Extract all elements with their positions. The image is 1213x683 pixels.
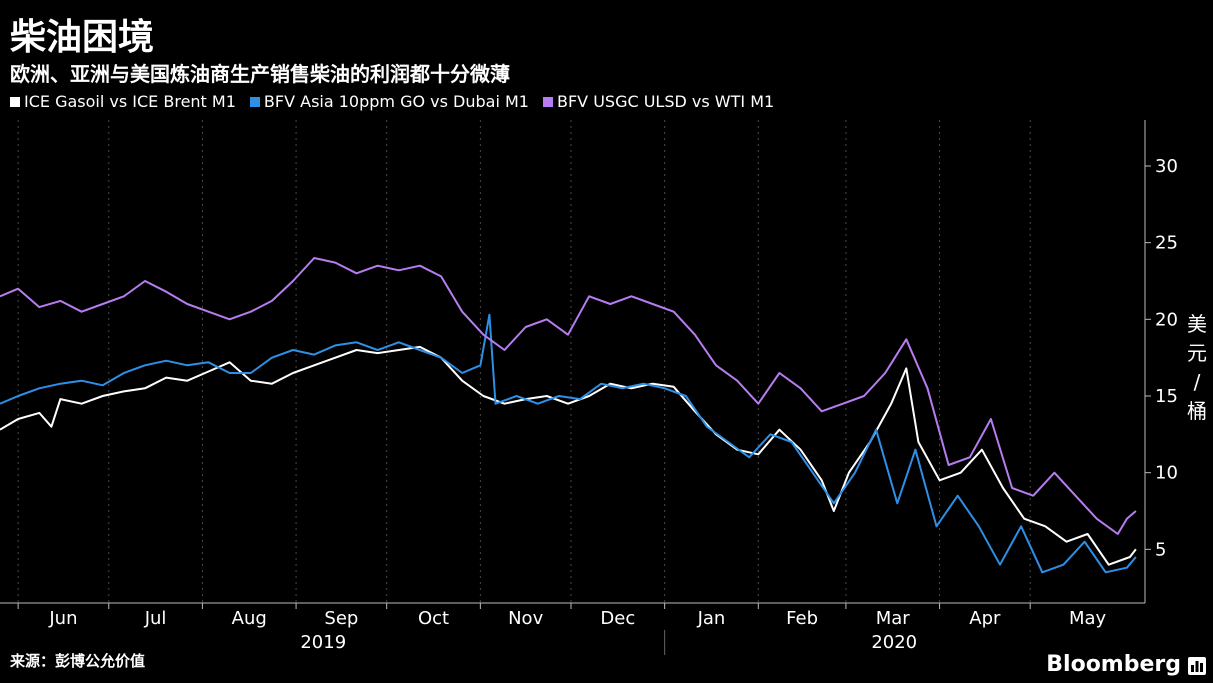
x-tick-label: Dec [600,608,635,629]
x-tick-label: Mar [876,608,911,629]
source-note: 来源：彭博公允价值 [10,652,146,670]
series-line-1 [0,313,1137,574]
legend-swatch-gasoil [10,96,20,107]
x-tick-label: Aug [232,608,267,629]
y-tick-label: 20 [1155,309,1178,330]
x-tick-label: Jun [48,608,77,629]
y-unit-char: 桶 [1187,399,1207,423]
x-tick-label: Oct [418,608,449,629]
legend-item-asia: BFV Asia 10ppm GO vs Dubai M1 [249,92,529,111]
bloomberg-logo: Bloomberg [1046,652,1181,677]
legend-label-asia: BFV Asia 10ppm GO vs Dubai M1 [263,92,529,111]
y-tick-label: 15 [1155,386,1178,407]
y-tick-label: 30 [1155,156,1178,177]
legend-label-usgc: BFV USGC ULSD vs WTI M1 [556,92,775,111]
x-tick-label: Apr [969,608,1001,629]
legend-swatch-usgc [542,96,553,107]
y-unit-char: 元 [1187,341,1207,365]
y-tick-label: 5 [1155,539,1166,560]
x-tick-label: Jul [144,608,167,629]
legend-item-gasoil: ICE Gasoil vs ICE Brent M1 [10,92,236,111]
y-tick-label: 10 [1155,463,1178,484]
y-tick-label: 25 [1155,233,1178,254]
x-tick-label: Nov [508,608,543,629]
y-unit-char: 美 [1187,312,1207,336]
series-line-2 [0,257,1137,535]
legend-item-usgc: BFV USGC ULSD vs WTI M1 [542,92,775,111]
x-tick-label: Feb [786,608,818,629]
x-tick-label: Sep [324,608,358,629]
legend-label-gasoil: ICE Gasoil vs ICE Brent M1 [24,92,236,111]
series-line-0 [0,345,1137,566]
legend: ICE Gasoil vs ICE Brent M1 BFV Asia 10pp… [10,92,788,111]
chart-subtitle: 欧洲、亚洲与美国炼油商生产销售柴油的利润都十分微薄 [10,62,510,86]
bloomberg-chart-icon [1188,657,1206,675]
year-label: 2019 [300,632,346,653]
chart-title: 柴油困境 [10,17,155,58]
x-tick-label: Jan [697,608,726,629]
year-label: 2020 [871,632,917,653]
x-tick-label: May [1069,608,1107,629]
legend-swatch-asia [249,96,260,107]
y-axis-unit-label: 美 元 / 桶 [1186,310,1208,426]
y-unit-char: / [1193,370,1201,394]
